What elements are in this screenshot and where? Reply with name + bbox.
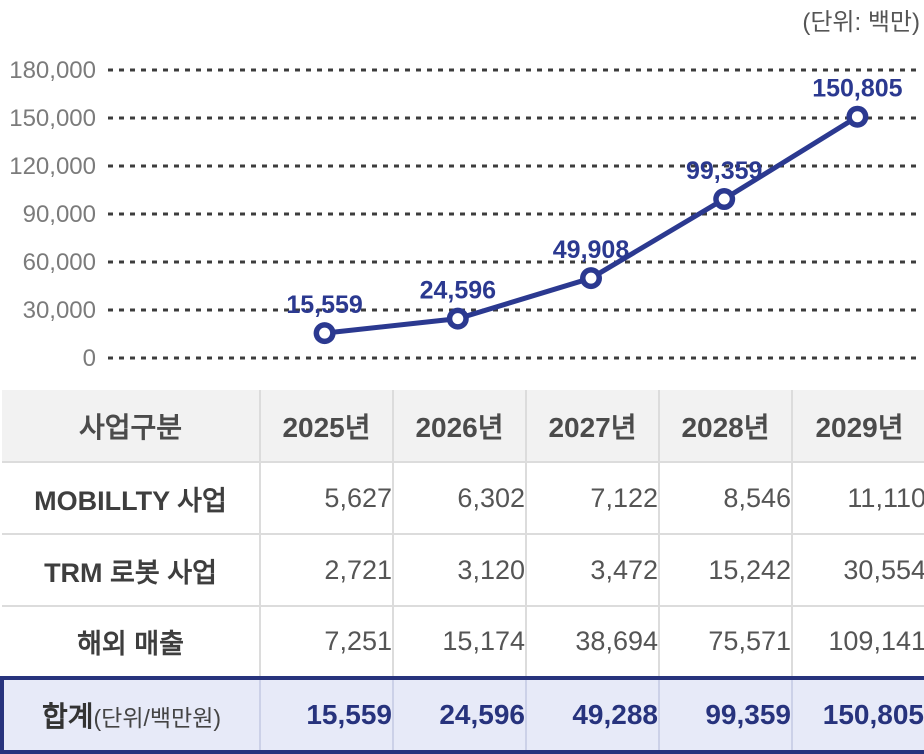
column-header-category: 사업구분	[2, 390, 261, 463]
value-cell: 8,546	[658, 461, 793, 535]
value-cell: 7,122	[525, 461, 660, 535]
y-axis-tick-label: 90,000	[23, 201, 96, 228]
total-row: 합계(단위/백만원) 15,559 24,596 49,288 99,359 150,80…	[0, 676, 924, 754]
value-cell: 30,554	[791, 533, 924, 607]
table-row: MOBILLTY 사업 5,627 6,302 7,122 8,546 11,110	[2, 461, 924, 535]
revenue-line	[324, 114, 859, 336]
value-cell: 3,472	[525, 533, 660, 607]
data-point-marker-center	[452, 313, 464, 325]
data-point-marker-center	[718, 193, 730, 205]
data-point-label: 24,596	[420, 277, 496, 305]
value-cell: 11,110	[791, 461, 924, 535]
revenue-table: 사업구분 2025년 2026년 2027년 2028년 2029년 MOBILLTY 사…	[0, 390, 924, 754]
y-axis-tick-label: 30,000	[23, 297, 96, 324]
row-label: TRM 로봇 사업	[2, 533, 261, 607]
line-chart-region: (단위: 백만) 0 30,000 60,000 90,000 120,000 150,0…	[9, 9, 922, 372]
total-value-cell: 24,596	[392, 676, 527, 754]
total-value-cell: 150,805	[791, 676, 924, 754]
table-row: 해외 매출 7,251 15,174 38,694 75,571 109,141	[2, 605, 924, 679]
total-value-cell: 15,559	[259, 676, 394, 754]
value-cell: 7,251	[259, 605, 394, 679]
value-cell: 75,571	[658, 605, 793, 679]
data-point-label: 49,908	[553, 236, 630, 264]
revenue-line-chart: 0 30,000 60,000 90,000 120,000 150,000 180,000…	[9, 57, 922, 372]
y-axis-tick-label: 180,000	[9, 57, 96, 84]
y-axis-tick-label: 60,000	[23, 249, 96, 276]
value-cell: 5,627	[259, 461, 394, 535]
y-axis-tick-label: 0	[83, 345, 96, 372]
value-cell: 3,120	[392, 533, 527, 607]
column-header-year: 2028년	[658, 390, 793, 463]
table-body: MOBILLTY 사업 5,627 6,302 7,122 8,546 11,110 TRM…	[0, 461, 924, 754]
total-value-cell: 99,359	[658, 676, 793, 754]
unit-note: (단위: 백만)	[802, 9, 920, 36]
data-point-marker-center	[851, 111, 863, 123]
value-cell: 109,141	[791, 605, 924, 679]
column-header-year: 2025년	[259, 390, 394, 463]
row-label: 해외 매출	[2, 605, 261, 679]
value-cell: 6,302	[392, 461, 527, 535]
value-cell: 15,174	[392, 605, 527, 679]
total-row-label: 합계(단위/백만원)	[0, 676, 261, 754]
column-header-year: 2029년	[791, 390, 924, 463]
data-point-label: 15,559	[286, 291, 362, 319]
total-label-unit-suffix: (단위/백만원)	[93, 705, 222, 731]
y-axis-tick-label: 120,000	[9, 153, 96, 180]
column-header-year: 2027년	[525, 390, 660, 463]
data-point-label: 150,805	[812, 75, 902, 103]
total-label-text: 합계	[41, 701, 94, 732]
row-label: MOBILLTY 사업	[2, 461, 261, 535]
data-point-marker-center	[319, 327, 331, 339]
total-value-cell: 49,288	[525, 676, 660, 754]
column-header-year: 2026년	[392, 390, 527, 463]
value-cell: 38,694	[525, 605, 660, 679]
table-row: TRM 로봇 사업 2,721 3,120 3,472 15,242 30,554	[2, 533, 924, 607]
value-cell: 15,242	[658, 533, 793, 607]
table-header-row: 사업구분 2025년 2026년 2027년 2028년 2029년	[2, 390, 924, 463]
table-header: 사업구분 2025년 2026년 2027년 2028년 2029년	[2, 390, 924, 463]
value-cell: 2,721	[259, 533, 394, 607]
y-axis-tick-label: 150,000	[9, 105, 96, 132]
data-point-marker-center	[585, 272, 597, 284]
data-point-label: 99,359	[686, 157, 762, 185]
